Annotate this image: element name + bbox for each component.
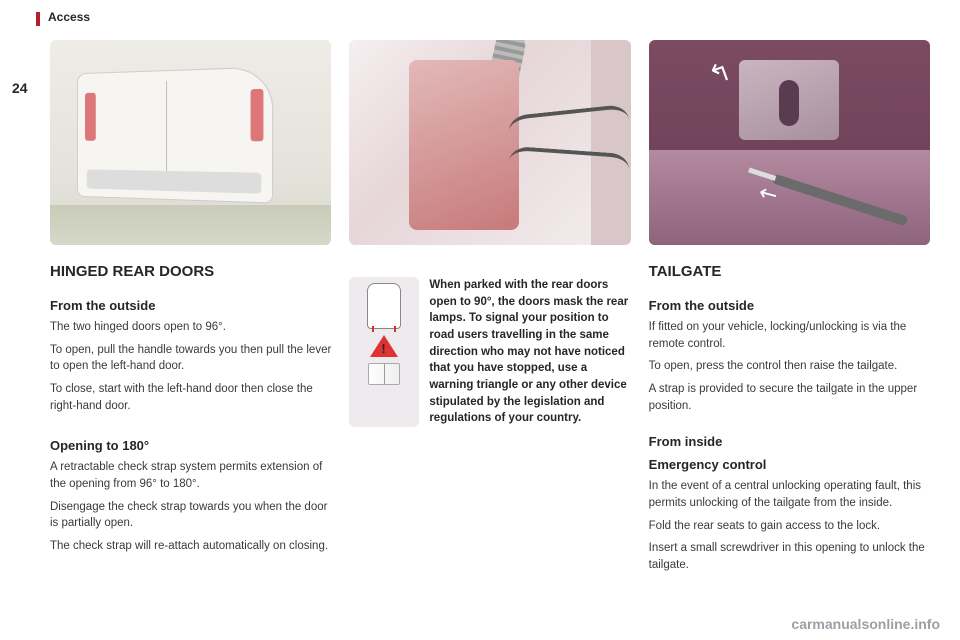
header-section-label: Access	[48, 10, 90, 24]
warning-triangle-icon: !	[370, 335, 398, 357]
page-number: 24	[12, 80, 28, 96]
opening-p4: A retractable check strap system permits…	[50, 459, 331, 492]
tailgate-p2: To open, press the control then raise th…	[649, 358, 930, 375]
opening-180-subtitle: Opening to 180°	[50, 438, 331, 453]
illustration-van-rear	[50, 40, 331, 245]
header-accent-bar	[36, 12, 40, 26]
illus1-door-split	[166, 81, 167, 179]
column-left: HINGED REAR DOORS From the outside The t…	[50, 40, 331, 580]
illus3-latch-slot	[779, 80, 799, 126]
warning-icon-panel: !	[349, 277, 419, 427]
tailgate-p1: If fitted on your vehicle, locking/unloc…	[649, 319, 930, 352]
manual-page: Access 24 HINGED REAR DOORS From the out…	[0, 0, 960, 640]
illus1-taillight-right	[251, 89, 264, 141]
illus1-taillight-left	[85, 93, 96, 141]
illustration-tailgate-latch: ↰ ↖	[649, 40, 930, 245]
column-right: ↰ ↖ TAILGATE From the outside If fitted …	[649, 40, 930, 580]
warning-van-icon	[367, 283, 401, 329]
tailgate-emergency-subtitle: Emergency control	[649, 457, 930, 472]
illus3-lower-panel	[649, 150, 930, 245]
illus1-ground	[50, 205, 331, 245]
opening-p6: The check strap will re-attach automatic…	[50, 538, 331, 555]
tailgate-p6: Insert a small screwdriver in this openi…	[649, 540, 930, 573]
warning-block: ! When parked with the rear doors open t…	[349, 277, 630, 427]
column-middle: ! When parked with the rear doors open t…	[349, 40, 630, 580]
hinged-outside-subtitle: From the outside	[50, 298, 331, 313]
hinged-p1: The two hinged doors open to 96°.	[50, 319, 331, 336]
opening-p5: Disengage the check strap towards you wh…	[50, 499, 331, 532]
tailgate-p3: A strap is provided to secure the tailga…	[649, 381, 930, 414]
warning-text: When parked with the rear doors open to …	[429, 277, 630, 427]
hinged-p3: To close, start with the left-hand door …	[50, 381, 331, 414]
watermark-text: carmanualsonline.info	[791, 616, 940, 632]
tailgate-title: TAILGATE	[649, 263, 930, 280]
hinged-p2: To open, pull the handle towards you the…	[50, 342, 331, 375]
tailgate-p4: In the event of a central unlocking oper…	[649, 478, 930, 511]
tailgate-inside-subtitle: From inside	[649, 434, 930, 449]
illus1-van-body	[77, 66, 273, 203]
tailgate-p5: Fold the rear seats to gain access to th…	[649, 518, 930, 535]
content-columns: HINGED REAR DOORS From the outside The t…	[50, 40, 930, 580]
warning-exclaim: !	[381, 341, 385, 356]
illus1-bumper	[87, 169, 261, 193]
illus3-arrow-up-icon: ↰	[704, 55, 735, 92]
tailgate-outside-subtitle: From the outside	[649, 298, 930, 313]
illus2-panel	[591, 40, 631, 245]
hinged-doors-title: HINGED REAR DOORS	[50, 263, 331, 280]
warning-manual-icon	[368, 363, 400, 385]
illustration-hinge-lamp	[349, 40, 630, 245]
illus2-rear-lamp	[409, 60, 519, 230]
